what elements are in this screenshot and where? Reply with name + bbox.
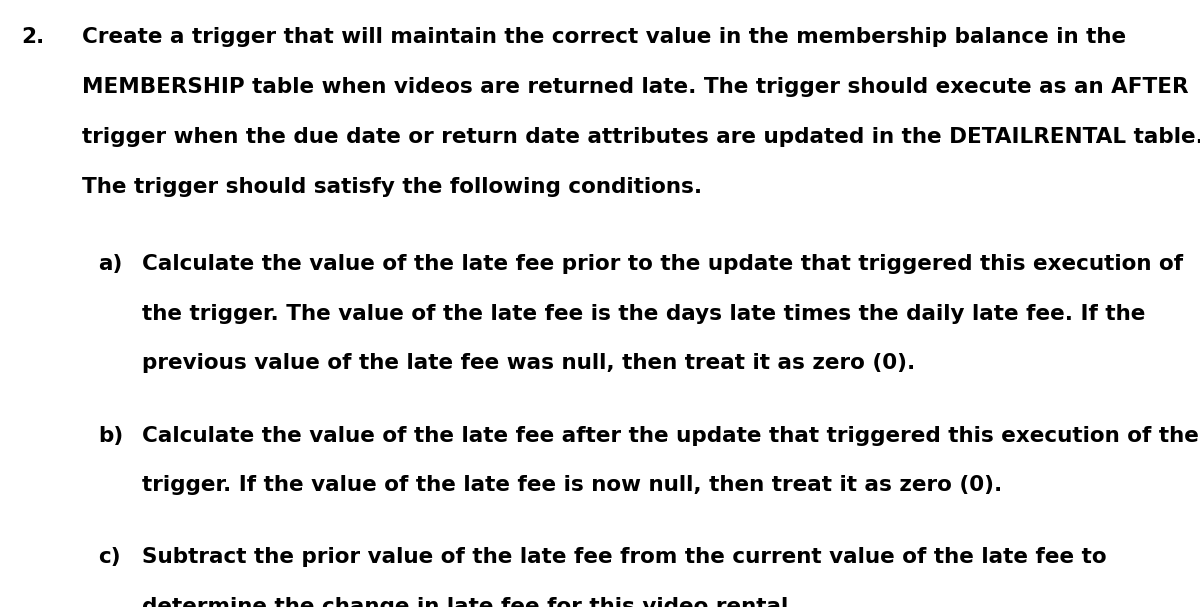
Text: determine the change in late fee for this video rental.: determine the change in late fee for thi… [142, 597, 796, 607]
Text: Calculate the value of the late fee prior to the update that triggered this exec: Calculate the value of the late fee prio… [142, 254, 1183, 274]
Text: Subtract the prior value of the late fee from the current value of the late fee : Subtract the prior value of the late fee… [142, 548, 1106, 568]
Text: trigger. If the value of the late fee is now null, then treat it as zero (0).: trigger. If the value of the late fee is… [142, 475, 1002, 495]
Text: a): a) [98, 254, 122, 274]
Text: b): b) [98, 426, 124, 446]
Text: the trigger. The value of the late fee is the days late times the daily late fee: the trigger. The value of the late fee i… [142, 304, 1145, 324]
Text: previous value of the late fee was null, then treat it as zero (0).: previous value of the late fee was null,… [142, 353, 914, 373]
Text: 2.: 2. [22, 27, 44, 47]
Text: Calculate the value of the late fee after the update that triggered this executi: Calculate the value of the late fee afte… [142, 426, 1199, 446]
Text: The trigger should satisfy the following conditions.: The trigger should satisfy the following… [82, 177, 702, 197]
Text: c): c) [98, 548, 121, 568]
Text: Create a trigger that will maintain the correct value in the membership balance : Create a trigger that will maintain the … [82, 27, 1126, 47]
Text: MEMBERSHIP table when videos are returned late. The trigger should execute as an: MEMBERSHIP table when videos are returne… [82, 77, 1188, 97]
Text: trigger when the due date or return date attributes are updated in the DETAILREN: trigger when the due date or return date… [82, 127, 1200, 147]
